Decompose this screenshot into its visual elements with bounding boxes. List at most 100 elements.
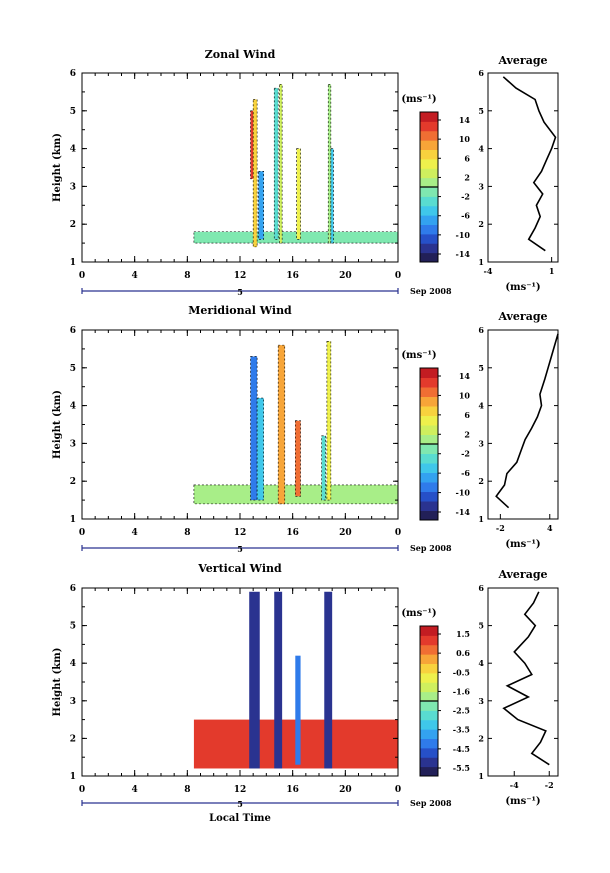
heatmap-cell	[253, 99, 258, 247]
y-tick-label: 2	[70, 220, 76, 230]
colorbar-cell	[420, 415, 438, 426]
average-y-tick-label: 5	[478, 106, 484, 116]
zero-contour	[277, 344, 286, 505]
colorbar-cell	[420, 252, 438, 263]
average-profile-line	[502, 76, 557, 252]
colorbar-cell	[420, 654, 438, 664]
x-tick-label: 0	[395, 785, 401, 795]
x-tick-label: 0	[79, 271, 85, 281]
average-profile-line	[502, 591, 550, 766]
x-tick-label: 0	[395, 271, 401, 281]
colorbar-cell	[420, 644, 438, 655]
average-y-tick-label: 4	[478, 144, 484, 154]
colorbar-cell	[420, 406, 438, 416]
colorbar-cell	[420, 691, 438, 702]
colorbar-cell	[420, 482, 438, 492]
colorbar-unit: (ms⁻¹)	[401, 94, 436, 105]
y-tick-label: 3	[70, 697, 76, 707]
average-title: Average	[497, 54, 547, 67]
colorbar-tick-label: 0.6	[456, 648, 470, 658]
average-y-tick-label: 3	[478, 696, 484, 706]
x-tick-label: 4	[132, 528, 138, 538]
colorbar-tick-label: -2	[461, 192, 470, 202]
y-tick-label: 5	[70, 622, 76, 632]
zero-contour	[327, 84, 332, 244]
zero-contour	[330, 148, 334, 244]
colorbar-tick-label: -3.5	[453, 725, 470, 735]
colorbar-cell	[420, 672, 438, 683]
zero-contour	[258, 170, 264, 240]
colorbar-cell	[420, 510, 438, 521]
y-tick-label: 2	[70, 477, 76, 487]
colorbar-tick-label: -2.5	[453, 706, 470, 716]
y-axis-label: Height (km)	[52, 133, 63, 202]
x-tick-label: 0	[79, 528, 85, 538]
y-tick-label: 5	[70, 107, 76, 117]
x-tick-label: 4	[132, 785, 138, 795]
colorbar-cell	[420, 121, 438, 132]
date-marker: 5	[237, 287, 243, 297]
y-tick-label: 4	[70, 659, 76, 669]
y-axis-label: Height (km)	[52, 648, 63, 717]
x-tick-label: 8	[184, 785, 190, 795]
y-tick-label: 5	[70, 364, 76, 374]
heatmap-cell	[257, 398, 264, 501]
colorbar-cell	[420, 130, 438, 141]
heatmap-cell	[321, 435, 326, 501]
colorbar-tick-label: 6	[464, 153, 470, 163]
y-tick-label: 6	[70, 584, 76, 594]
panel-title: Zonal Wind	[205, 48, 276, 61]
colorbar-cell	[420, 444, 438, 454]
colorbar-tick-label: 2	[464, 429, 470, 439]
x-tick-label: 8	[184, 271, 190, 281]
heatmap-cell	[274, 591, 283, 769]
average-y-tick-label: 4	[478, 401, 484, 411]
x-tick-label: 0	[395, 528, 401, 538]
zero-contour	[250, 356, 258, 501]
zero-contour	[326, 341, 332, 501]
colorbar-tick-label: 6	[464, 410, 470, 420]
colorbar-cell	[420, 434, 438, 445]
colorbar-cell	[420, 205, 438, 216]
colorbar-cell	[420, 729, 438, 739]
colorbar-cell	[420, 149, 438, 160]
x-tick-label: 20	[339, 528, 352, 538]
colorbar-cell	[420, 396, 438, 407]
y-tick-label: 1	[70, 258, 76, 268]
colorbar-cell	[420, 747, 438, 758]
colorbar-cell	[420, 233, 438, 244]
heatmap-cell	[295, 655, 301, 765]
colorbar-tick-label: 14	[459, 115, 471, 125]
colorbar-cell	[420, 140, 438, 150]
zero-contour	[273, 87, 279, 240]
colorbar-cell	[420, 377, 438, 388]
average-x-tick-label: -2	[545, 780, 554, 790]
average-x-tick-label: -4	[510, 780, 519, 790]
colorbar-tick-label: -1.6	[453, 686, 471, 696]
colorbar-cell	[420, 463, 438, 473]
average-y-tick-label: 2	[478, 476, 484, 486]
date-marker: 5	[237, 799, 243, 809]
colorbar-tick-label: -2	[461, 449, 470, 459]
average-y-tick-label: 3	[478, 438, 484, 448]
zero-contour	[256, 397, 265, 501]
average-y-tick-label: 6	[478, 583, 484, 593]
colorbar-cell	[420, 368, 438, 378]
x-tick-label: 4	[132, 271, 138, 281]
colorbar-cell	[420, 719, 438, 730]
heatmap-cell	[278, 345, 285, 504]
average-frame	[487, 587, 559, 777]
y-tick-label: 2	[70, 734, 76, 744]
colorbar-unit: (ms⁻¹)	[401, 350, 436, 361]
colorbar-cell	[420, 243, 438, 254]
colorbar-tick-label: -0.5	[453, 667, 470, 677]
colorbar-tick-label: 10	[459, 390, 471, 400]
colorbar-cell	[420, 453, 438, 464]
colorbar-cell	[420, 701, 438, 711]
heatmap-cell	[274, 88, 279, 240]
colorbar-cell	[420, 224, 438, 235]
colorbar-cell	[420, 766, 438, 777]
colorbar-cell	[420, 215, 438, 225]
y-tick-label: 4	[70, 402, 76, 412]
